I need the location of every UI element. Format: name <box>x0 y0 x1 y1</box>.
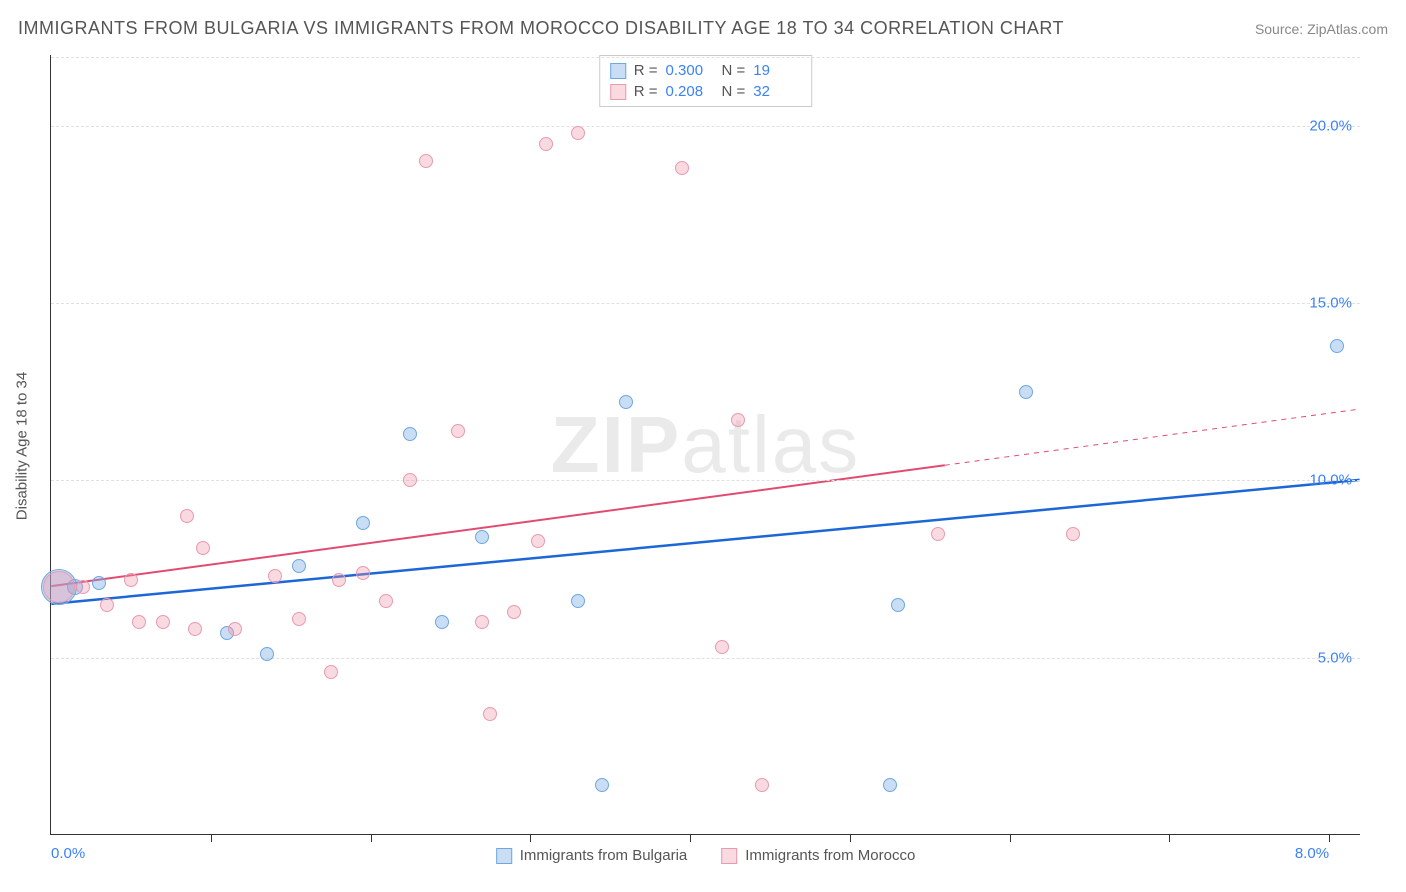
data-point <box>675 161 689 175</box>
legend-swatch <box>721 848 737 864</box>
legend-stats: R = 0.300 N = 19 R = 0.208 N = 32 <box>599 55 813 107</box>
n-label: N = <box>722 83 746 100</box>
x-tick-mark <box>371 834 372 842</box>
data-point <box>324 665 338 679</box>
legend-stat-row: R = 0.208 N = 32 <box>610 81 802 102</box>
data-point <box>435 615 449 629</box>
legend-series: Immigrants from Bulgaria Immigrants from… <box>496 847 916 864</box>
data-point <box>356 516 370 530</box>
data-point <box>755 778 769 792</box>
data-point <box>76 580 90 594</box>
data-point <box>132 615 146 629</box>
data-point <box>619 395 633 409</box>
x-tick-mark <box>1010 834 1011 842</box>
data-point <box>292 559 306 573</box>
x-tick-mark <box>1169 834 1170 842</box>
x-tick-mark <box>1329 834 1330 842</box>
data-point <box>475 615 489 629</box>
data-point <box>268 569 282 583</box>
data-point <box>188 622 202 636</box>
chart-source: Source: ZipAtlas.com <box>1255 21 1388 37</box>
data-point <box>403 473 417 487</box>
data-point <box>43 571 75 603</box>
data-point <box>731 413 745 427</box>
gridline <box>51 126 1360 127</box>
data-point <box>332 573 346 587</box>
data-point <box>507 605 521 619</box>
r-label: R = <box>634 62 658 79</box>
y-tick-label: 15.0% <box>1309 295 1352 312</box>
legend-swatch <box>496 848 512 864</box>
n-value: 19 <box>753 62 801 79</box>
x-tick-label: 0.0% <box>51 845 85 862</box>
n-value: 32 <box>753 83 801 100</box>
data-point <box>419 154 433 168</box>
data-point <box>595 778 609 792</box>
legend-series-label: Immigrants from Bulgaria <box>520 847 688 864</box>
r-value: 0.300 <box>666 62 714 79</box>
data-point <box>92 576 106 590</box>
data-point <box>1066 527 1080 541</box>
data-point <box>483 707 497 721</box>
x-tick-label: 8.0% <box>1295 845 1329 862</box>
data-point <box>451 424 465 438</box>
legend-series-label: Immigrants from Morocco <box>745 847 915 864</box>
data-point <box>260 647 274 661</box>
legend-swatch <box>610 63 626 79</box>
chart-header: IMMIGRANTS FROM BULGARIA VS IMMIGRANTS F… <box>18 18 1388 39</box>
legend-series-item: Immigrants from Morocco <box>721 847 915 864</box>
n-label: N = <box>722 62 746 79</box>
x-tick-mark <box>850 834 851 842</box>
regression-lines <box>51 55 1360 834</box>
data-point <box>1330 339 1344 353</box>
watermark: ZIPatlas <box>551 399 860 491</box>
x-tick-mark <box>690 834 691 842</box>
data-point <box>891 598 905 612</box>
data-point <box>196 541 210 555</box>
y-tick-label: 5.0% <box>1318 649 1352 666</box>
data-point <box>531 534 545 548</box>
x-tick-mark <box>530 834 531 842</box>
data-point <box>475 530 489 544</box>
data-point <box>228 622 242 636</box>
data-point <box>124 573 138 587</box>
data-point <box>539 137 553 151</box>
chart-title: IMMIGRANTS FROM BULGARIA VS IMMIGRANTS F… <box>18 18 1064 39</box>
data-point <box>379 594 393 608</box>
gridline <box>51 480 1360 481</box>
x-tick-mark <box>211 834 212 842</box>
y-tick-label: 20.0% <box>1309 117 1352 134</box>
data-point <box>403 427 417 441</box>
data-point <box>571 126 585 140</box>
y-tick-label: 10.0% <box>1309 472 1352 489</box>
gridline <box>51 303 1360 304</box>
data-point <box>715 640 729 654</box>
data-point <box>356 566 370 580</box>
legend-stat-row: R = 0.300 N = 19 <box>610 60 802 81</box>
data-point <box>180 509 194 523</box>
data-point <box>571 594 585 608</box>
data-point <box>292 612 306 626</box>
r-label: R = <box>634 83 658 100</box>
legend-series-item: Immigrants from Bulgaria <box>496 847 688 864</box>
data-point <box>100 598 114 612</box>
gridline <box>51 57 1360 58</box>
r-value: 0.208 <box>666 83 714 100</box>
data-point <box>1019 385 1033 399</box>
data-point <box>931 527 945 541</box>
data-point <box>156 615 170 629</box>
data-point <box>883 778 897 792</box>
legend-swatch <box>610 84 626 100</box>
gridline <box>51 658 1360 659</box>
chart-area: ZIPatlas R = 0.300 N = 19 R = 0.208 N = … <box>50 55 1360 835</box>
y-axis-label: Disability Age 18 to 34 <box>14 372 31 520</box>
